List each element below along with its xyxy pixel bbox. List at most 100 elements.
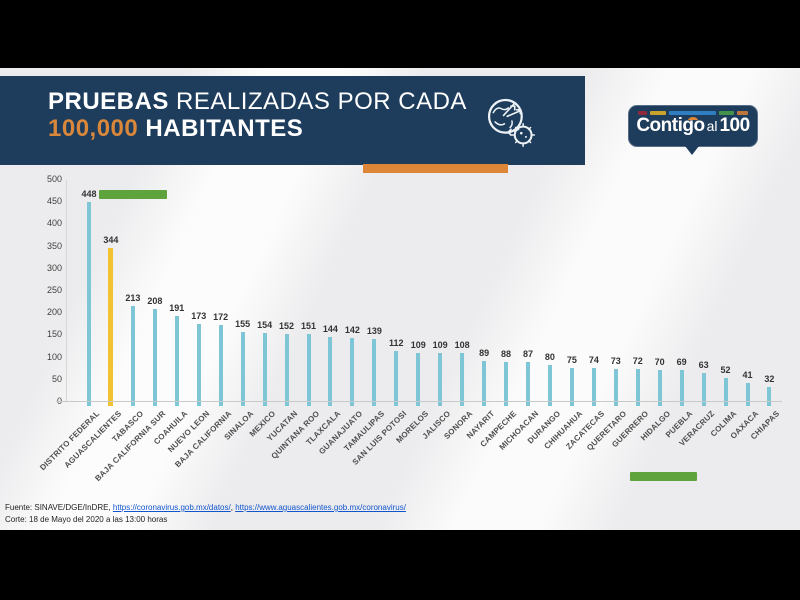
bar-value-label: 52 [720, 364, 731, 375]
bar-value-label: 72 [632, 356, 643, 367]
bar-value-label: 152 [279, 320, 295, 331]
bar-nayarit [482, 361, 487, 406]
bar-value-label: 74 [588, 355, 599, 366]
bar-value-label: 191 [169, 303, 185, 314]
bar-value-label: 144 [322, 324, 338, 335]
source-footer: Fuente: SINAVE/DGE/InDRE, https://corona… [5, 502, 406, 526]
bar-yucatan [284, 333, 289, 406]
logo-dash [650, 111, 666, 115]
bar-michoacan [526, 362, 530, 406]
bar-quintana-roo [306, 333, 311, 406]
bar-value-label: 155 [235, 319, 251, 330]
x-axis-line [56, 401, 782, 402]
logo-speech-tail [685, 146, 699, 155]
y-axis-tick-label: 200 [46, 307, 62, 318]
title-number: 100,000 [48, 115, 139, 142]
bar-chiapas [767, 386, 772, 406]
bar-value-label: 89 [479, 348, 490, 359]
source-line: Fuente: SINAVE/DGE/InDRE, https://corona… [5, 502, 406, 514]
bar-baja-california-sur [152, 308, 157, 406]
logo-tilde-accent [688, 117, 698, 124]
bar-value-label: 142 [344, 324, 360, 335]
bar-value-label: 344 [103, 235, 119, 246]
header-band [0, 76, 585, 165]
y-axis-tick-label: 250 [46, 285, 62, 295]
y-axis-tick-label: 500 [46, 174, 62, 184]
y-axis-tick-label: 150 [46, 329, 62, 340]
bar-value-label: 109 [432, 339, 448, 350]
bar-value-label: 108 [454, 340, 470, 351]
bar-guanajuato [350, 337, 355, 406]
bar-guerrero [635, 369, 640, 406]
bar-value-label: 448 [81, 189, 97, 200]
bar-san-luis-potosi [394, 351, 399, 406]
green-highlight-marker-top [99, 190, 167, 199]
y-axis-tick-label: 100 [46, 351, 62, 362]
bar-coahuila [174, 316, 179, 406]
letterbox-bottom [0, 530, 800, 600]
bar-value-label: 208 [147, 295, 163, 306]
bar-value-label: 154 [257, 319, 273, 330]
bar-value-label: 88 [501, 348, 512, 359]
bar-value-label: 112 [389, 338, 404, 349]
y-axis-tick-label: 450 [46, 196, 62, 207]
logo-dash [668, 111, 716, 115]
bar-sonora [460, 353, 465, 406]
bar-tamaulipas [372, 339, 377, 406]
bar-value-label: 87 [522, 349, 533, 360]
bar-value-label: 173 [191, 311, 207, 322]
bar-value-label: 41 [742, 369, 753, 380]
bar-hidalgo [657, 369, 662, 406]
y-axis-tick-label: 400 [46, 218, 62, 229]
title-rest-line1: REALIZADAS POR CADA [168, 88, 467, 115]
bar-nuevo-leon [196, 324, 201, 406]
bar-tlaxcala [328, 337, 333, 406]
logo-word-100: 100 [719, 115, 750, 136]
contigo-al-100-logo: Contigo al 100 [628, 105, 758, 147]
title-word-pruebas: PRUEBAS [48, 88, 169, 115]
bar-baja-california [218, 324, 223, 406]
bar-value-label: 172 [213, 311, 229, 322]
bar-value-label: 109 [410, 339, 426, 350]
globe-virus-icon [487, 98, 536, 147]
bar-distrito-federal [87, 202, 91, 406]
source-link-1[interactable]: https://coronavirus.gob.mx/datos/ [112, 503, 231, 512]
bar-value-label: 69 [676, 357, 687, 368]
bar-value-label: 75 [566, 354, 577, 365]
bar-value-label: 80 [544, 352, 555, 363]
bar-chihuahua [569, 367, 574, 406]
bar-morelos [416, 352, 421, 406]
source-separator: , [230, 503, 236, 512]
source-link-2[interactable]: https://www.aguascalientes.gob.mx/corona… [235, 503, 406, 512]
bar-durango [547, 365, 552, 406]
bar-value-label: 32 [764, 373, 775, 384]
green-highlight-marker-bottom [630, 472, 697, 481]
bar-mexico [262, 332, 267, 406]
bar-zacatecas [591, 368, 596, 406]
y-axis-tick-label: 300 [46, 262, 62, 273]
y-axis-tick-label: 350 [46, 240, 62, 251]
logo-text: Contigo al 100 [628, 115, 758, 137]
bar-campeche [504, 361, 509, 406]
logo-dash [638, 111, 648, 115]
bar-value-label: 139 [366, 326, 382, 337]
bar-value-label: 151 [300, 320, 317, 331]
bar-colima [723, 377, 728, 406]
bar-aguascalientes [108, 248, 114, 406]
bar-value-label: 73 [610, 355, 621, 366]
source-prefix: Fuente: SINAVE/DGE/InDRE, [5, 503, 113, 512]
logo-word-al: al [706, 118, 718, 134]
bar-sinaloa [240, 332, 245, 406]
logo-word-contigo: Contigo [636, 115, 705, 136]
bar-tabasco [130, 306, 135, 406]
page-title: PRUEBAS REALIZADAS POR CADA 100,000 HABI… [48, 88, 467, 142]
cutoff-line: Corte: 18 de Mayo del 2020 a las 13:00 h… [5, 515, 168, 524]
logo-color-dashes [638, 111, 748, 115]
logo-dash [718, 111, 734, 115]
bar-oaxaca [745, 382, 750, 406]
bar-value-label: 63 [698, 360, 709, 371]
bar-value-label: 70 [654, 356, 665, 367]
logo-dash [736, 111, 748, 115]
bar-puebla [679, 370, 684, 406]
